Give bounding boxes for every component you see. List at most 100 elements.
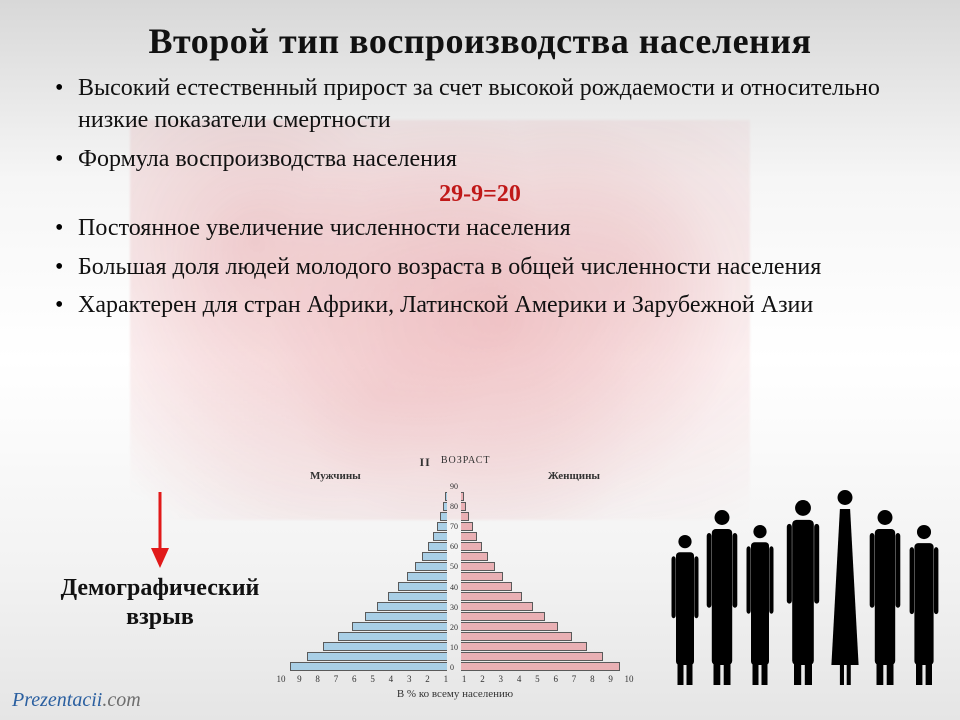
- pyramid-bar-female: [461, 512, 469, 521]
- pyramid-bar-female: [461, 602, 533, 611]
- person-silhouette: [787, 500, 819, 685]
- age-tick: 40: [450, 583, 458, 592]
- x-tick: 7: [329, 674, 343, 684]
- bullet-list: Высокий естественный прирост за счет выс…: [50, 72, 920, 175]
- pyramid-bar-female: [461, 662, 620, 671]
- person-silhouette: [831, 490, 858, 685]
- bullet-item: Характерен для стран Африки, Латинской А…: [50, 289, 920, 321]
- pyramid-female-bars: [461, 492, 620, 672]
- pyramid-bar-female: [461, 622, 558, 631]
- pyramid-bar-male: [365, 612, 447, 621]
- x-tick: 2: [475, 674, 489, 684]
- pyramid-bar-female: [461, 492, 464, 501]
- pyramid-female-label: Женщины: [548, 470, 600, 482]
- pyramid-bar-male: [377, 602, 447, 611]
- pyramid-bar-male: [352, 622, 447, 631]
- pyramid-bar-female: [461, 612, 545, 621]
- x-tick: 9: [604, 674, 618, 684]
- x-tick: 5: [366, 674, 380, 684]
- pyramid-roman: II: [419, 455, 430, 470]
- pyramid-bar-male: [307, 652, 447, 661]
- pyramid-bar-female: [461, 572, 503, 581]
- x-tick: 2: [421, 674, 435, 684]
- pyramid-bar-male: [388, 592, 447, 601]
- watermark: Prezentacii.com: [12, 689, 141, 712]
- pyramid-bar-male: [338, 632, 447, 641]
- x-tick: 3: [402, 674, 416, 684]
- x-tick: 4: [512, 674, 526, 684]
- arrow-and-label: Демографический взрыв: [50, 490, 270, 632]
- person-silhouette: [747, 525, 774, 685]
- bullet-list: Постоянное увеличение численности населе…: [50, 212, 920, 321]
- pyramid-bar-female: [461, 552, 488, 561]
- pyramid-bar-female: [461, 642, 587, 651]
- formula-text: 29-9=20: [40, 181, 920, 208]
- pyramid-bar-female: [461, 562, 495, 571]
- bullet-item: Высокий естественный прирост за счет выс…: [50, 72, 920, 137]
- pyramid-bar-male: [440, 512, 447, 521]
- pyramid-x-caption: В % ко всему населению: [270, 688, 640, 700]
- person-silhouette: [870, 510, 901, 685]
- pyramid-age-axis: 90 80 70 60 50 40 30 20 10 0: [447, 482, 461, 672]
- watermark-part2: .com: [102, 689, 140, 711]
- pyramid-bar-male: [415, 562, 447, 571]
- x-tick: 7: [567, 674, 581, 684]
- burst-line1: Демографический: [50, 574, 270, 603]
- population-pyramid: II ВОЗРАСТ Мужчины Женщины 9080706050403…: [270, 455, 640, 700]
- down-arrow-icon: [145, 490, 175, 570]
- x-tick: 8: [311, 674, 325, 684]
- slide-title: Второй тип воспроизводства населения: [40, 20, 920, 62]
- x-tick: 5: [530, 674, 544, 684]
- pyramid-bar-female: [461, 652, 603, 661]
- pyramid-bar-female: [461, 532, 477, 541]
- bullet-item: Постоянное увеличение численности населе…: [50, 212, 920, 244]
- age-tick: 10: [450, 643, 458, 652]
- age-tick: 60: [450, 542, 458, 551]
- x-tick: 4: [384, 674, 398, 684]
- pyramid-x-axis: 1098765432112345678910: [270, 672, 640, 684]
- x-tick: 10: [622, 674, 636, 684]
- pyramid-bar-male: [398, 582, 447, 591]
- pyramid-bar-female: [461, 522, 473, 531]
- pyramid-male-label: Мужчины: [310, 470, 361, 482]
- pyramid-bar-male: [407, 572, 447, 581]
- pyramid-age-header: ВОЗРАСТ: [441, 455, 491, 470]
- bullet-item: Большая доля людей молодого возраста в о…: [50, 251, 920, 283]
- age-tick: 70: [450, 522, 458, 531]
- pyramid-bar-male: [323, 642, 447, 651]
- pyramid-bar-female: [461, 632, 572, 641]
- x-tick: 6: [549, 674, 563, 684]
- pyramid-bar-male: [433, 532, 447, 541]
- person-silhouette: [910, 525, 939, 685]
- pyramid-male-bars: [290, 492, 447, 672]
- pyramid-bar-male: [428, 542, 447, 551]
- x-tick: 10: [274, 674, 288, 684]
- person-silhouette: [707, 510, 738, 685]
- watermark-part1: Prezentacii: [12, 689, 102, 711]
- age-tick: 20: [450, 623, 458, 632]
- pyramid-bar-female: [461, 502, 466, 511]
- x-tick: 8: [585, 674, 599, 684]
- bullet-item: Формула воспроизводства населения: [50, 143, 920, 175]
- x-tick: 9: [292, 674, 306, 684]
- people-silhouettes: [650, 480, 950, 690]
- pyramid-bar-male: [437, 522, 447, 531]
- burst-line2: взрыв: [50, 603, 270, 632]
- pyramid-bar-male: [422, 552, 447, 561]
- age-tick: 0: [450, 663, 458, 672]
- pyramid-bar-male: [290, 662, 447, 671]
- x-tick: 1: [457, 674, 471, 684]
- pyramid-bar-female: [461, 542, 482, 551]
- burst-label: Демографический взрыв: [50, 574, 270, 632]
- person-silhouette: [672, 535, 699, 685]
- pyramid-bar-female: [461, 582, 512, 591]
- pyramid-bar-female: [461, 592, 522, 601]
- age-tick: 30: [450, 603, 458, 612]
- x-tick: 6: [347, 674, 361, 684]
- x-tick: 3: [494, 674, 508, 684]
- age-tick: 90: [450, 482, 458, 491]
- age-tick: 80: [450, 502, 458, 511]
- slide-content: Второй тип воспроизводства населения Выс…: [0, 0, 960, 321]
- age-tick: 50: [450, 562, 458, 571]
- x-tick: 1: [439, 674, 453, 684]
